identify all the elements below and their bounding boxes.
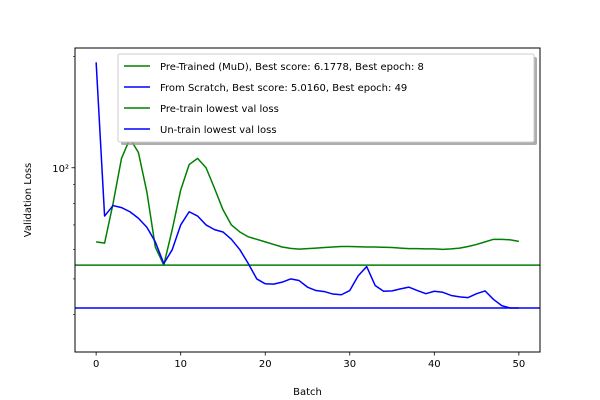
- x-tick-label: 30: [343, 359, 356, 370]
- x-tick-label: 0: [93, 359, 99, 370]
- plot-frame: [74, 47, 541, 353]
- x-tick-label: 20: [259, 359, 272, 370]
- legend-entry-label: From Scratch, Best score: 5.0160, Best e…: [160, 83, 407, 94]
- legend-entry-label: Un-train lowest val loss: [160, 125, 277, 136]
- reference-lines: [75, 264, 540, 309]
- series-lines: [95, 62, 519, 309]
- x-axis: 0 10 20 30 40 50: [93, 352, 525, 370]
- series-line: [95, 62, 519, 309]
- legend-entry-label: Pre-train lowest val loss: [160, 104, 279, 115]
- x-tick-label: 40: [428, 359, 441, 370]
- x-axis-label: Batch: [293, 387, 322, 398]
- y-axis-label: Validation Loss: [23, 163, 34, 238]
- legend: Pre-Trained (MuD), Best score: 6.1778, B…: [117, 53, 537, 145]
- y-axis: 10²: [52, 56, 75, 316]
- y-tick-label: 10²: [52, 164, 69, 175]
- legend-box: [117, 53, 535, 143]
- x-tick-label: 10: [174, 359, 187, 370]
- x-tick-label: 50: [512, 359, 525, 370]
- series-line: [96, 137, 519, 266]
- legend-entry-label: Pre-Trained (MuD), Best score: 6.1778, B…: [160, 62, 424, 73]
